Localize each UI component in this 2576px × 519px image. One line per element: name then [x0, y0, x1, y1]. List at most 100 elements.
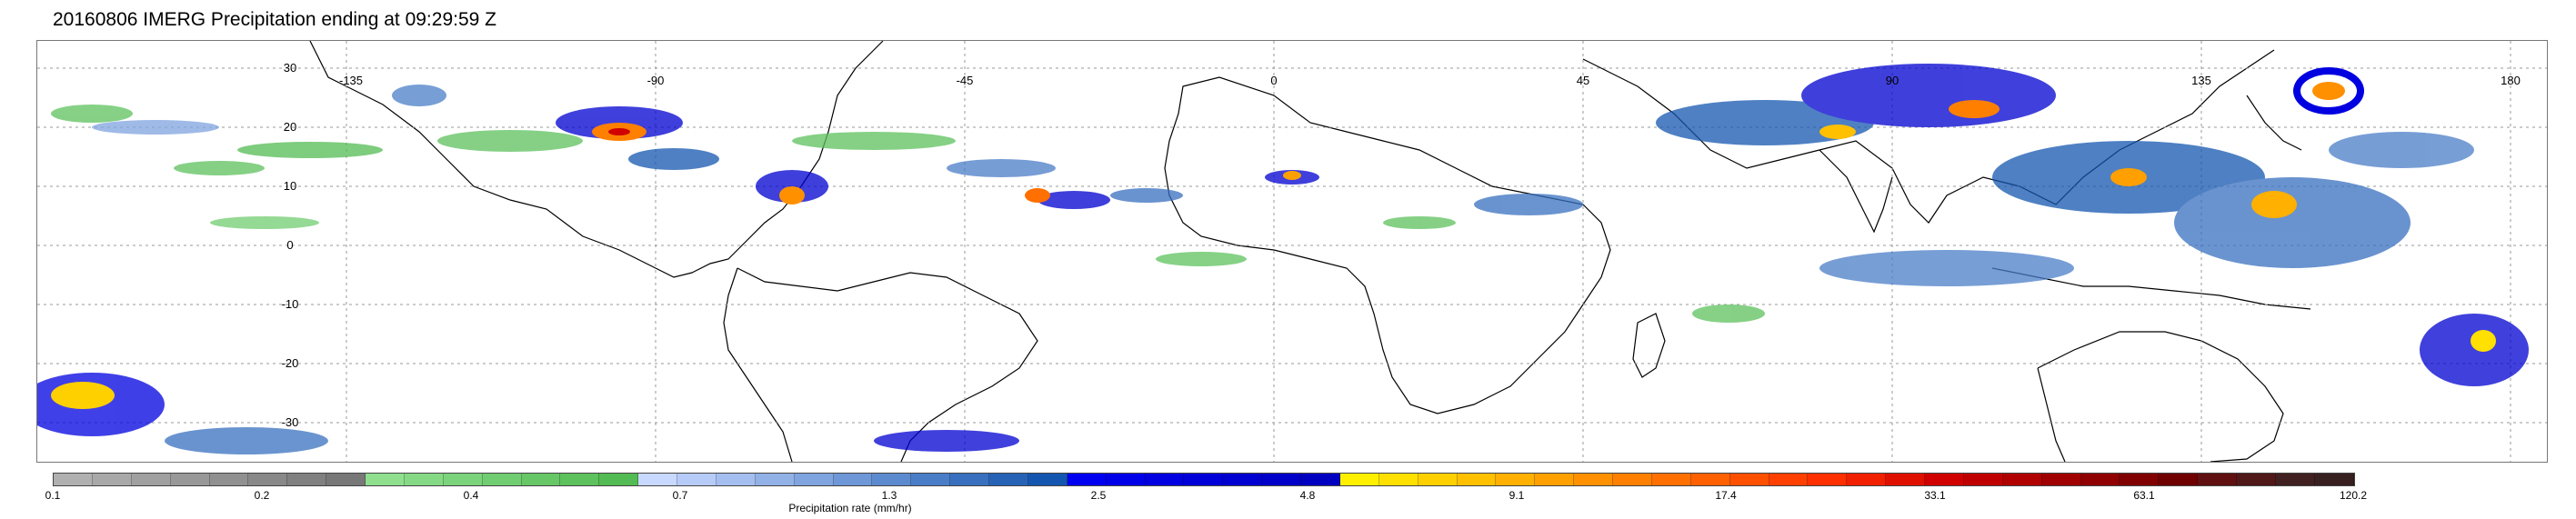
colorbar-tick: 120.2: [2339, 489, 2368, 502]
colorbar-segment: [716, 474, 756, 485]
colorbar-segment: [2159, 474, 2199, 485]
lat-label: -20: [282, 356, 299, 370]
colorbar-segment: [1496, 474, 1536, 485]
colorbar-segment: [599, 474, 639, 485]
colorbar-segment: [482, 474, 522, 485]
north-america-coast: [309, 41, 884, 278]
colorbar-segment: [1574, 474, 1613, 485]
lon-label: 0: [1270, 74, 1277, 87]
map-title: 20160806 IMERG Precipitation ending at 0…: [53, 9, 496, 30]
colorbar-segment: [2198, 474, 2237, 485]
lon-label: 90: [1886, 74, 1899, 87]
colorbar-segment: [1535, 474, 1575, 485]
colorbar-segment: [755, 474, 795, 485]
colorbar-segment: [2041, 474, 2081, 485]
colorbar-tick: 0.2: [254, 489, 270, 502]
colorbar-segment: [2314, 474, 2354, 485]
colorbar-segment: [326, 474, 366, 485]
india-coast: [1819, 149, 1893, 234]
colorbar-segment: [170, 474, 210, 485]
lon-label: -90: [647, 74, 665, 87]
madagascar-coast: [1632, 313, 1666, 378]
colorbar-tick: 0.7: [672, 489, 688, 502]
colorbar-tick: 0.4: [463, 489, 479, 502]
lon-label: 45: [1577, 74, 1589, 87]
colorbar-segment: [1847, 474, 1887, 485]
colorbar-ticks: 0.1 0.2 0.4 0.7 1.3 2.5 4.8 9.1 17.4 33.…: [45, 489, 2367, 504]
colorbar-label: Precipitation rate (mm/hr): [788, 502, 912, 514]
colorbar-segment: [1925, 474, 1964, 485]
colorbar-segment: [833, 474, 873, 485]
colorbar-segment: [2080, 474, 2120, 485]
colorbar-segment: [1378, 474, 1418, 485]
colorbar-segment: [2002, 474, 2042, 485]
lat-label: 20: [284, 120, 296, 134]
colorbar-tick: 0.1: [45, 489, 61, 502]
colorbar-tick: 1.3: [881, 489, 897, 502]
colorbar-segment: [404, 474, 444, 485]
australia-coast: [2037, 331, 2284, 462]
colorbar-segment: [1067, 474, 1107, 485]
colorbar-tick: 63.1: [2133, 489, 2155, 502]
colorbar-tick: 17.4: [1715, 489, 1737, 502]
colorbar-segment: [1769, 474, 1809, 485]
colorbar-segment: [1886, 474, 1925, 485]
colorbar-segment: [521, 474, 561, 485]
colorbar-segment: [950, 474, 989, 485]
colorbar-segment: [366, 474, 405, 485]
colorbar-segment: [287, 474, 327, 485]
colorbar-segment: [1418, 474, 1458, 485]
colorbar-segment: [54, 474, 93, 485]
lat-label: 10: [284, 179, 296, 193]
colorbar-segment: [2120, 474, 2160, 485]
colorbar-segment: [1301, 474, 1340, 485]
lon-label: -45: [957, 74, 974, 87]
colorbar-segment: [1808, 474, 1848, 485]
colorbar-segment: [209, 474, 249, 485]
lon-label: -135: [339, 74, 363, 87]
lat-label: 0: [286, 238, 293, 252]
lon-label: 180: [2501, 74, 2521, 87]
precipitation-map: -135 -90 -45 0 45 90 135 180 30 20 10 0 …: [36, 40, 2548, 463]
colorbar-segment: [92, 474, 132, 485]
colorbar-segment: [989, 474, 1028, 485]
colorbar-segment: [443, 474, 483, 485]
longitude-labels: -135 -90 -45 0 45 90 135 180: [339, 74, 2521, 87]
latitude-labels: 30 20 10 0 -10 -20 -30: [282, 61, 299, 429]
lon-label: 135: [2191, 74, 2211, 87]
graticule: [37, 41, 2547, 462]
colorbar-tick: 4.8: [1299, 489, 1316, 502]
colorbar-segment: [248, 474, 288, 485]
colorbar-segment: [1145, 474, 1185, 485]
colorbar-segment: [1651, 474, 1691, 485]
colorbar-segment: [131, 474, 171, 485]
colorbar-segment: [1106, 474, 1146, 485]
africa-coast: [1164, 76, 1611, 414]
colorbar-segment: [1184, 474, 1224, 485]
colorbar-segment: [2275, 474, 2315, 485]
colorbar-segment: [794, 474, 834, 485]
colorbar-tick: 33.1: [1924, 489, 1946, 502]
colorbar-segment: [1963, 474, 2003, 485]
colorbar-segment: [560, 474, 600, 485]
colorbar-segment: [1729, 474, 1769, 485]
colorbar-segment: [1223, 474, 1263, 485]
colorbar-segment: [677, 474, 717, 485]
colorbar-segment: [1027, 474, 1067, 485]
colorbar-segment: [638, 474, 677, 485]
colorbar-segment: [1613, 474, 1652, 485]
precipitation-field: [37, 64, 2529, 454]
colorbar-segment: [2237, 474, 2276, 485]
colorbar-segment: [872, 474, 912, 485]
colorbar-segment: [1262, 474, 1301, 485]
colorbar-tick: 2.5: [1090, 489, 1107, 502]
colorbar-segment: [911, 474, 951, 485]
colorbar-segment: [1339, 474, 1379, 485]
eurasia-coast: [1582, 49, 2275, 224]
precipitation-colorbar: [53, 473, 2355, 486]
lat-label: 30: [284, 61, 296, 75]
lat-label: -30: [282, 415, 299, 429]
colorbar-segment: [1457, 474, 1497, 485]
map-canvas: -135 -90 -45 0 45 90 135 180 30 20 10 0 …: [37, 41, 2547, 462]
colorbar-tick: 9.1: [1509, 489, 1525, 502]
